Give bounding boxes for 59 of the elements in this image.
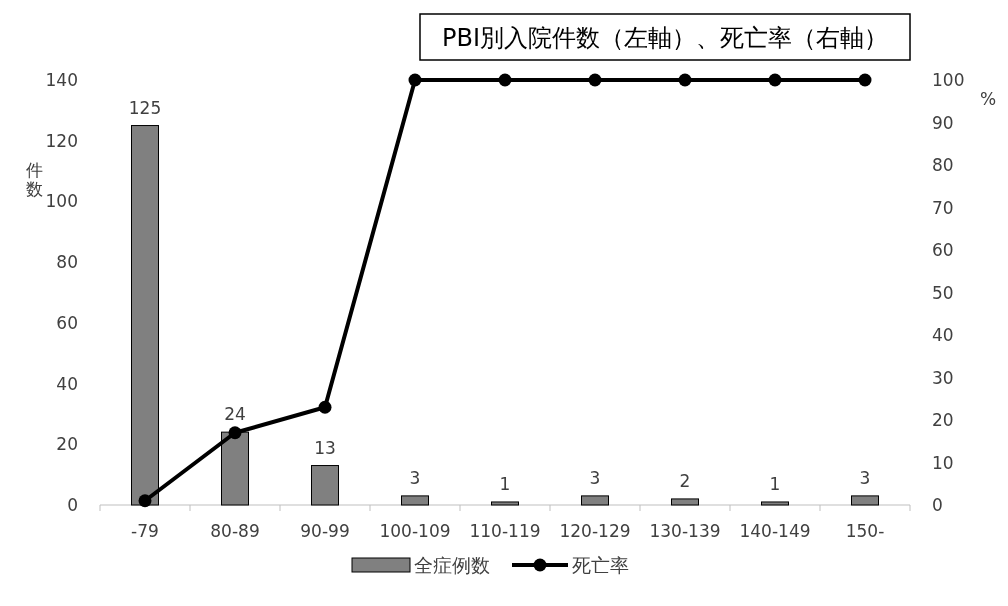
y-tick-label: 140 — [45, 70, 78, 90]
x-tick-label: 90-99 — [300, 521, 350, 541]
point — [408, 73, 422, 87]
point — [588, 73, 602, 87]
chart-title: PBI別入院件数（左軸）、死亡率（右軸） — [441, 24, 889, 52]
y2-tick-label: 20 — [932, 410, 954, 430]
y2-tick-label: 0 — [932, 495, 943, 515]
y2-tick-label: 50 — [932, 282, 954, 303]
x-tick-label: 120-129 — [559, 521, 631, 541]
data-label: 24 — [224, 404, 246, 425]
bar — [401, 495, 429, 506]
data-label: 2 — [679, 470, 691, 491]
data-label: 13 — [314, 437, 336, 458]
y2-axis-title: % — [979, 89, 997, 109]
title: PBI別入院件数（左軸）、死亡率（右軸） — [419, 13, 911, 61]
y-tick-label: 100 — [45, 191, 78, 212]
x-tick-label: -79 — [131, 521, 159, 541]
point — [858, 73, 872, 87]
point — [228, 426, 242, 440]
y2-tick-label: 40 — [932, 325, 954, 345]
point — [498, 73, 512, 87]
y2-tick-label: 30 — [932, 367, 954, 388]
bar — [581, 495, 609, 506]
y2-tick-label: 90 — [932, 112, 954, 133]
legend-label: 全症例数 — [414, 554, 490, 576]
point — [768, 73, 782, 87]
data-label: 3 — [409, 467, 421, 488]
y-tick-label: 120 — [45, 130, 78, 151]
legend-label: 死亡率 — [572, 554, 629, 576]
data-label: 125 — [128, 97, 162, 118]
x-tick-label: 150- — [845, 521, 885, 541]
x-tick-label: 80-89 — [210, 521, 260, 541]
y2-tick-label: 80 — [932, 155, 954, 175]
y-tick-label: 0 — [67, 495, 78, 515]
y-tick-label: 60 — [56, 312, 78, 333]
bar — [491, 501, 519, 506]
y2-tick-label: 70 — [932, 197, 954, 218]
point — [678, 73, 692, 87]
bar — [311, 465, 339, 506]
y2-tick-label: 10 — [932, 452, 954, 473]
y-axis-title: 件数 — [25, 160, 43, 199]
bar — [851, 495, 879, 506]
y2-tick-label: 100 — [932, 70, 965, 90]
point — [138, 494, 152, 508]
x-tick-label: 140-149 — [739, 521, 811, 541]
x-tick-label: 130-139 — [649, 521, 721, 541]
y-tick-label: 80 — [56, 252, 78, 273]
data-label: 3 — [859, 467, 871, 488]
y-tick-label: 20 — [56, 434, 78, 455]
data-label: 1 — [769, 473, 781, 494]
x-tick-label: 100-109 — [379, 521, 451, 541]
bar — [761, 501, 789, 506]
y-tick-label: 40 — [56, 373, 78, 394]
data-label: 1 — [499, 473, 511, 494]
y2-tick-label: 60 — [932, 240, 954, 260]
x-tick-label: 110-119 — [469, 521, 541, 541]
point — [318, 400, 332, 414]
data-label: 3 — [589, 467, 601, 488]
bar — [671, 498, 699, 506]
